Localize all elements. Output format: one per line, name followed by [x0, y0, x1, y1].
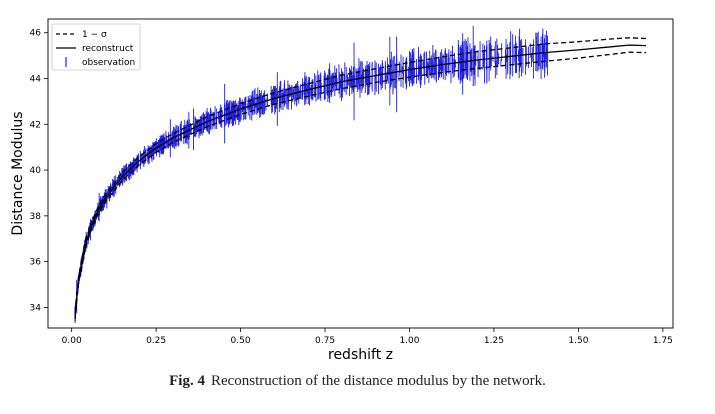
x-tick-label: 0.75 [315, 336, 335, 346]
y-tick-label: 46 [30, 29, 42, 39]
y-tick-label: 42 [30, 120, 41, 130]
y-tick-label: 40 [30, 166, 42, 176]
y-axis-ticks: 34 36 38 40 42 44 46 [30, 29, 48, 313]
x-tick-label: 1.25 [484, 336, 504, 346]
legend: 1 − σ reconstruct observation [51, 23, 141, 71]
x-tick-label: 0.00 [62, 336, 82, 346]
x-tick-label: 0.25 [146, 336, 166, 346]
x-tick-label: 1.00 [399, 336, 419, 346]
y-axis-label: Distance Modulus [10, 111, 26, 235]
reconstruction-curve [74, 44, 647, 316]
legend-reconstruct-label: reconstruct [82, 44, 134, 54]
sigma-upper-line [74, 37, 647, 313]
legend-observation-label: observation [82, 58, 135, 68]
x-axis-label: redshift z [328, 347, 393, 363]
figure-caption-text: Reconstruction of the distance modulus b… [210, 373, 546, 389]
legend-sigma-label: 1 − σ [82, 30, 107, 40]
y-tick-label: 34 [30, 303, 42, 313]
x-tick-label: 0.50 [231, 336, 251, 346]
y-tick-label: 36 [30, 258, 42, 268]
y-tick-label: 44 [30, 75, 42, 85]
y-tick-label: 38 [30, 212, 42, 222]
reconstruct-line [74, 44, 647, 316]
sigma-lower-line [74, 51, 647, 319]
figure-caption: Fig. 4 Reconstruction of the distance mod… [0, 373, 715, 390]
x-axis-ticks: 0.00 0.25 0.50 0.75 1.00 1.25 1.50 1.75 [62, 328, 673, 346]
sigma-band-lines [74, 37, 647, 319]
legend-box [51, 23, 141, 71]
x-tick-label: 1.50 [568, 336, 588, 346]
figure-caption-label: Fig. 4 [169, 373, 205, 389]
x-tick-label: 1.75 [653, 336, 673, 346]
